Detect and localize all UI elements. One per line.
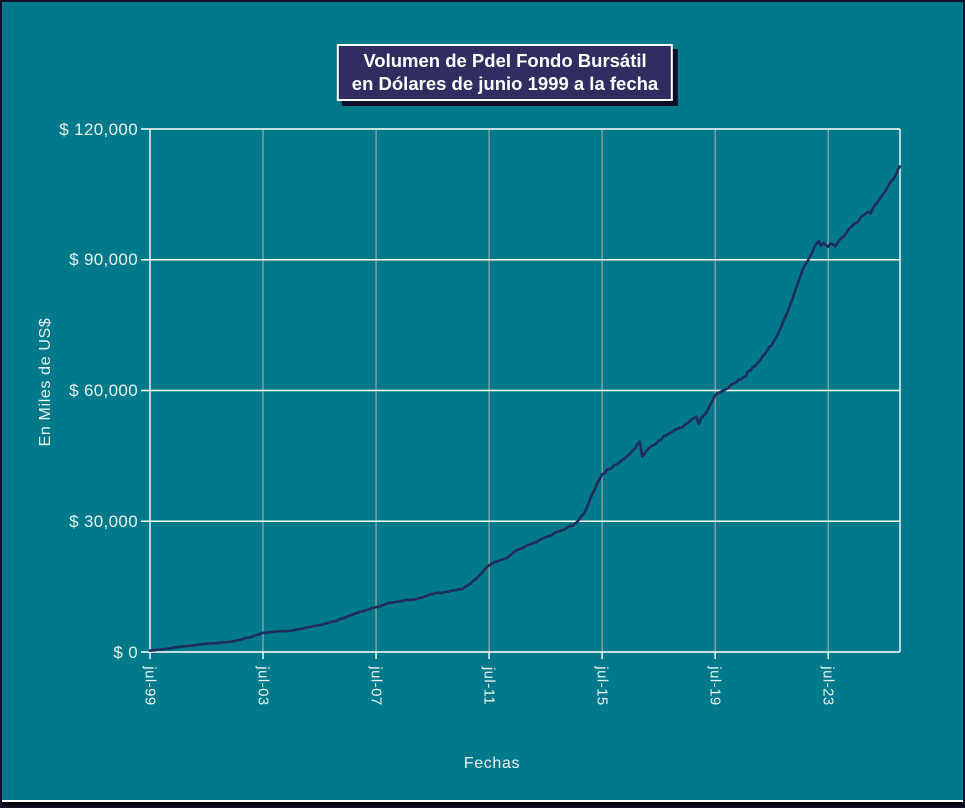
chart-title-line2: en Dólares de junio 1999 a la fecha <box>351 72 659 94</box>
volume-series-line <box>148 165 902 652</box>
chart-title-line1: Volumen de PdeI Fondo Bursátil <box>363 50 647 71</box>
chart-title-box: Volumen de PdeI Fondo Bursátil en Dólare… <box>336 44 674 102</box>
bottom-frame-highlight <box>2 800 963 802</box>
bottom-frame-bar <box>2 802 963 806</box>
